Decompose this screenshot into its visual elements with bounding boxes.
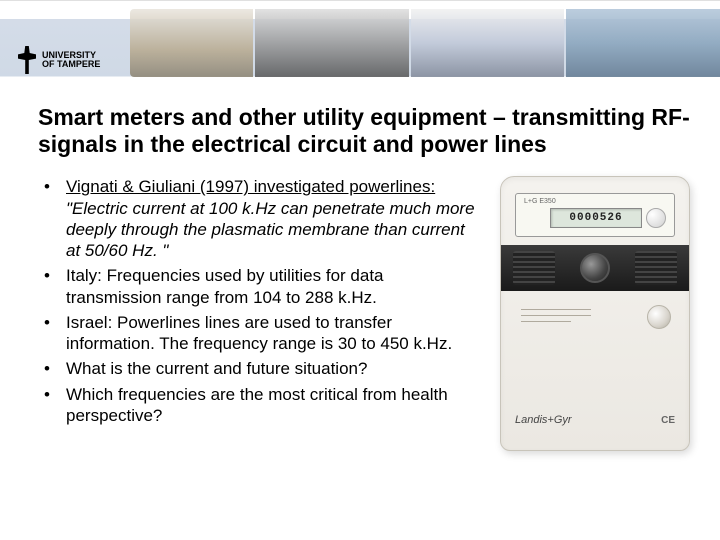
list-item: What is the current and future situation… — [38, 358, 482, 379]
list-item: Which frequencies are the most critical … — [38, 384, 482, 427]
meter-info-panel — [515, 301, 675, 361]
body-row: Vignati & Giuliani (1997) investigated p… — [38, 176, 690, 451]
slide-title: Smart meters and other utility equipment… — [38, 104, 690, 158]
meter-brand: L+G E350 — [524, 198, 556, 205]
quote-text: "Electric current at 100 k.Hz can penetr… — [66, 199, 475, 261]
meter-screen: L+G E350 0000526 — [515, 193, 675, 237]
meter-button-icon — [647, 305, 671, 329]
logo-line2: OF TAMPERE — [42, 60, 100, 69]
optical-port-icon — [580, 253, 610, 283]
meter-manufacturer: Landis+Gyr — [515, 414, 572, 426]
citation-link: Vignati & Giuliani (1997) investigated p… — [66, 177, 435, 196]
content-area: Smart meters and other utility equipment… — [0, 90, 720, 451]
meter-optical-band — [501, 245, 689, 291]
banner-photo-strip — [130, 9, 720, 77]
banner-photo — [255, 9, 409, 77]
logo-text: UNIVERSITY OF TAMPERE — [42, 51, 100, 70]
header-banner: UNIVERSITY OF TAMPERE — [0, 0, 720, 90]
university-logo: UNIVERSITY OF TAMPERE — [18, 46, 100, 74]
bullet-list: Vignati & Giuliani (1997) investigated p… — [38, 176, 482, 430]
meter-lcd-display: 0000526 — [550, 208, 642, 228]
vent-icon — [513, 251, 555, 285]
torch-icon — [18, 46, 36, 74]
meter-button-icon — [646, 208, 666, 228]
banner-photo — [130, 9, 253, 77]
meter-footer: Landis+Gyr CE — [515, 414, 675, 426]
vent-icon — [635, 251, 677, 285]
ce-mark-icon: CE — [661, 415, 675, 426]
list-item: Italy: Frequencies used by utilities for… — [38, 265, 482, 308]
banner-photo — [566, 9, 720, 77]
list-item: Israel: Powerlines lines are used to tra… — [38, 312, 482, 355]
list-item: Vignati & Giuliani (1997) investigated p… — [38, 176, 482, 261]
smart-meter-image: L+G E350 0000526 Landis+Gyr CE — [500, 176, 690, 451]
banner-photo — [411, 9, 565, 77]
